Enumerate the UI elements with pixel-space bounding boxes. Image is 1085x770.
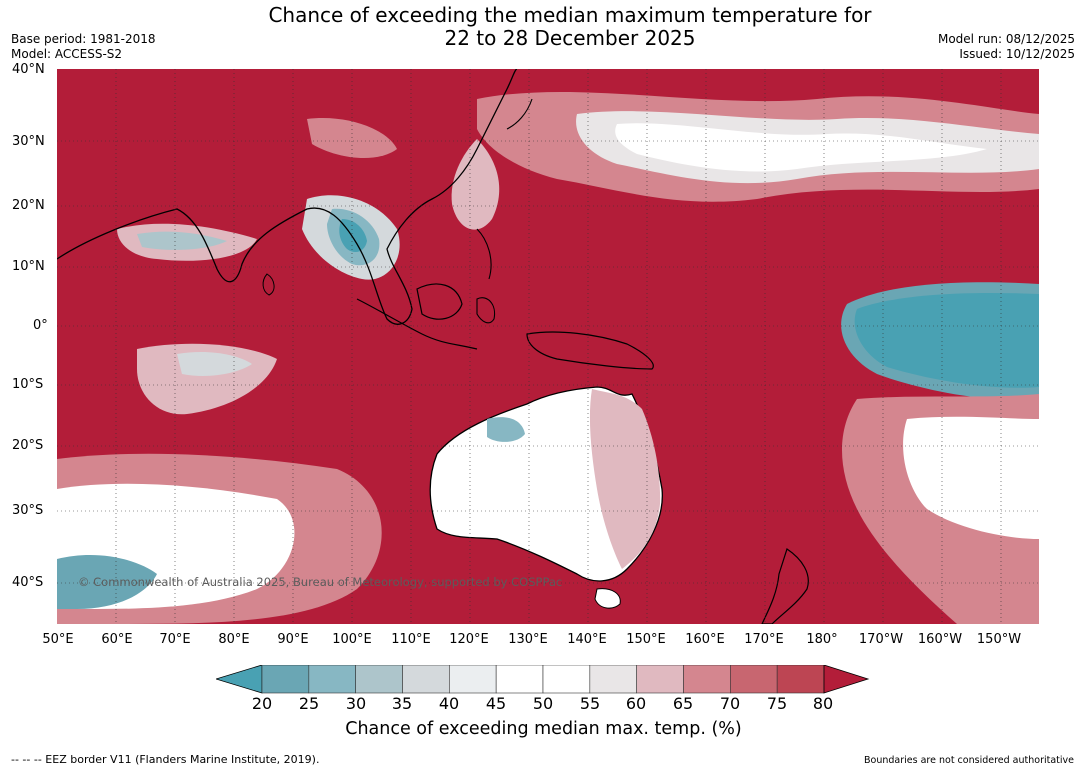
title-line-2: 22 to 28 December 2025 — [444, 26, 696, 50]
colorbar-cell — [776, 664, 825, 694]
colorbar-cell — [355, 664, 403, 694]
issued-date: Issued: 10/12/2025 — [959, 47, 1075, 61]
sumatra-java-coast — [356, 298, 478, 350]
boundaries-disclaimer: Boundaries are not considered authoritat… — [864, 755, 1074, 766]
colorbar-cell — [683, 664, 731, 694]
lat-label-20s: 20°S — [12, 438, 44, 453]
colorbar-cell — [589, 664, 637, 694]
meta-left: Base period: 1981-2018 Model: ACCESS-S2 — [11, 32, 156, 62]
colorbar-cell — [402, 664, 450, 694]
copyright-notice: © Commonwealth of Australia 2025, Bureau… — [78, 575, 563, 589]
map-graphic — [57, 69, 1039, 624]
sri-lanka-coast — [262, 273, 275, 296]
lon-label-180: 180° — [806, 632, 838, 647]
map-title: Chance of exceeding the median maximum t… — [170, 4, 970, 50]
lon-label-160e: 160°E — [685, 632, 725, 647]
colorbar-tick: 70 — [719, 694, 741, 713]
lat-label-30n: 30°N — [12, 134, 45, 149]
lat-label-20n: 20°N — [12, 198, 45, 213]
eez-border-note: -- -- -- EEZ border V11 (Flanders Marine… — [11, 753, 320, 766]
patch-south-pacific-inner — [903, 416, 1039, 539]
lon-label-130e: 130°E — [508, 632, 548, 647]
lon-label-70e: 70°E — [159, 632, 191, 647]
lon-label-50e: 50°E — [42, 632, 74, 647]
sulawesi-coast — [476, 297, 496, 324]
lon-label-80e: 80°E — [218, 632, 250, 647]
colorbar-tick: 30 — [345, 694, 367, 713]
lat-label-10n: 10°N — [12, 259, 45, 274]
colorbar-cell — [495, 664, 544, 694]
patch-east-china — [451, 139, 500, 230]
colorbar-label: Chance of exceeding median max. temp. (%… — [345, 719, 742, 739]
new-zealand-outline — [761, 548, 809, 624]
colorbar-graphic — [214, 664, 870, 694]
colorbar-tick: 45 — [485, 694, 507, 713]
colorbar-tick: 40 — [438, 694, 460, 713]
colorbar-tick: 65 — [672, 694, 694, 713]
asia-coastline — [57, 69, 518, 325]
colorbar-tick: 20 — [251, 694, 273, 713]
tasmania-landmass — [594, 588, 621, 609]
lon-label-150e: 150°E — [626, 632, 666, 647]
colorbar-cells — [261, 664, 825, 694]
lon-label-110e: 110°E — [391, 632, 431, 647]
model-run: Model run: 08/12/2025 — [937, 32, 1075, 46]
colorbar-cell — [730, 664, 778, 694]
lat-label-0: 0° — [33, 318, 48, 333]
lat-label-10s: 10°S — [12, 377, 44, 392]
philippines-coast — [476, 228, 492, 280]
patch-southern-cool-1 — [57, 554, 157, 609]
colorbar-max-arrow — [823, 664, 870, 694]
meta-right: Model run: 08/12/2025 Issued: 10/12/2025 — [938, 32, 1075, 62]
colorbar-tick: 50 — [532, 694, 554, 713]
colorbar-cell — [636, 664, 684, 694]
lat-label-40s: 40°S — [12, 575, 44, 590]
colorbar-cell — [308, 664, 356, 694]
lon-label-170w: 170°W — [858, 632, 904, 647]
patch-arabian-cool — [137, 231, 227, 250]
graticule — [57, 69, 1039, 624]
colorbar-tick: 80 — [812, 694, 834, 713]
colorbar-tick: 35 — [391, 694, 413, 713]
probability-map — [57, 69, 1039, 624]
japan-coast — [506, 98, 533, 130]
lat-label-30s: 30°S — [12, 503, 44, 518]
patch-nw-australia-cool — [487, 417, 525, 442]
patch-tibet — [307, 118, 397, 159]
band-north-pacific-inner — [615, 123, 987, 172]
lon-label-150w: 150°W — [976, 632, 1022, 647]
patch-indian-ocean-core — [177, 352, 252, 376]
colorbar — [214, 664, 871, 695]
lon-label-90e: 90°E — [277, 632, 309, 647]
tongue-equatorial-core — [854, 292, 1039, 388]
lon-label-120e: 120°E — [449, 632, 489, 647]
colorbar-cell — [261, 664, 310, 694]
colorbar-tick: 25 — [298, 694, 320, 713]
colorbar-tick: 75 — [766, 694, 788, 713]
lon-label-170e: 170°E — [744, 632, 784, 647]
colorbar-tick: 55 — [579, 694, 601, 713]
lon-label-160w: 160°W — [917, 632, 963, 647]
colorbar-cell — [542, 664, 591, 694]
borneo-coast — [416, 283, 463, 320]
patch-east-australia — [589, 389, 661, 569]
model-name: Model: ACCESS-S2 — [11, 47, 123, 61]
lon-label-140e: 140°E — [567, 632, 607, 647]
lat-label-40n: 40°N — [12, 62, 45, 77]
colorbar-cell — [449, 664, 497, 694]
lon-label-60e: 60°E — [101, 632, 133, 647]
new-guinea-coast — [526, 331, 654, 370]
lon-label-100e: 100°E — [332, 632, 372, 647]
base-period: Base period: 1981-2018 — [11, 32, 156, 46]
colorbar-min-arrow — [214, 664, 263, 694]
colorbar-tick: 60 — [625, 694, 647, 713]
title-line-1: Chance of exceeding the median maximum t… — [268, 3, 872, 27]
